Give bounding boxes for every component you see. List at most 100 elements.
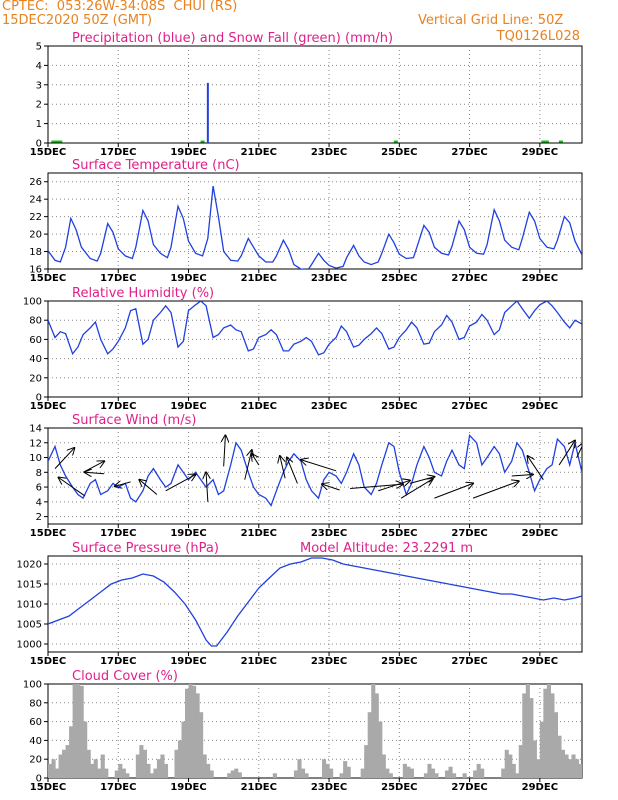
cloud-bar <box>525 684 530 778</box>
cloud-bar <box>532 740 537 778</box>
wind-ytick-label: 14 <box>29 424 42 435</box>
cloud-bar <box>76 684 81 778</box>
wind-vector <box>59 477 86 497</box>
temperature-plot <box>48 185 582 269</box>
cloud-bar <box>522 693 527 778</box>
temperature-ytick-label: 24 <box>29 195 42 206</box>
cloud-bar <box>473 770 478 778</box>
wind-vector <box>301 460 337 472</box>
cloud-xtick-label: 27DEC <box>451 782 487 793</box>
cloud-bar <box>304 773 309 778</box>
temperature-xtick-label: 19DEC <box>170 273 206 284</box>
cloud-bar <box>543 688 548 778</box>
wind-vector <box>409 477 435 484</box>
precip-ytick-label: 2 <box>36 100 42 111</box>
pressure-ytick-label: 1000 <box>17 640 42 651</box>
pressure-plot <box>48 557 582 647</box>
cloud-ytick-label: 20 <box>29 755 42 766</box>
precip-frame <box>47 45 583 144</box>
wind-vector <box>434 483 473 499</box>
cloud-bar <box>185 688 190 778</box>
humidity-title: Relative Humidity (%) <box>72 286 214 301</box>
wind-vector <box>115 482 131 486</box>
cloud-bar <box>501 768 506 778</box>
cloud-bar <box>58 754 63 778</box>
cloud-bar <box>199 712 204 778</box>
cloud-bar <box>195 693 200 778</box>
cloud-bar <box>360 768 365 778</box>
pressure-line <box>48 557 582 647</box>
cloud-frame <box>47 683 583 779</box>
pressure-xtick-label: 19DEC <box>170 656 206 667</box>
wind-vector <box>528 456 544 480</box>
cloud-bar <box>118 763 123 778</box>
humidity-ytick-label: 100 <box>23 297 42 308</box>
pressure-xtick-label: 21DEC <box>241 656 277 667</box>
cloud-bar <box>378 721 383 778</box>
temperature-xtick-label: 29DEC <box>522 273 558 284</box>
cloud-bar <box>153 768 158 778</box>
humidity-ytick-label: 80 <box>29 316 42 327</box>
cloud-bar <box>202 754 207 778</box>
humidity-xtick-label: 15DEC <box>30 401 66 412</box>
wind-vector <box>322 484 340 491</box>
cloud-bar <box>385 768 390 778</box>
temperature-ytick-label: 22 <box>29 212 42 223</box>
wind-ytick-label: 2 <box>36 512 42 523</box>
wind-xtick-label: 29DEC <box>522 528 558 539</box>
cloud-panel <box>44 683 583 782</box>
cloud-bar <box>90 763 95 778</box>
wind-vector <box>224 435 226 467</box>
cloud-bar <box>160 754 165 778</box>
cloud-bar <box>300 768 306 778</box>
humidity-xtick-label: 27DEC <box>451 401 487 412</box>
cloud-bar <box>574 759 580 778</box>
temperature-ytick-label: 16 <box>29 265 42 276</box>
pressure-panel <box>44 555 583 656</box>
cloud-bar <box>51 759 56 778</box>
precip-title: Precipitation (blue) and Snow Fall (gree… <box>72 31 393 46</box>
cloud-bar <box>480 768 485 778</box>
wind-vector <box>139 480 158 495</box>
cloud-bar <box>135 754 140 778</box>
pressure-ytick-label: 1015 <box>17 580 42 591</box>
cloud-bar <box>97 768 102 778</box>
cloud-bar <box>444 770 450 778</box>
wind-vector <box>287 458 298 484</box>
cloud-bar <box>62 749 67 778</box>
pressure-xtick-label: 15DEC <box>30 656 66 667</box>
cloud-bar <box>125 773 130 778</box>
cloud-bar <box>206 763 211 778</box>
cloud-bar <box>476 763 481 778</box>
cloud-bar <box>156 759 162 778</box>
cloud-bar <box>297 759 302 778</box>
cloud-bar <box>406 766 411 778</box>
cloud-bar <box>149 773 154 778</box>
precip-ytick-label: 5 <box>36 42 42 53</box>
cloud-bar <box>69 726 74 778</box>
cloud-bar <box>209 770 214 778</box>
precip-xtick-label: 19DEC <box>170 147 206 158</box>
cloud-bar <box>230 770 235 778</box>
cloud-bar <box>293 770 299 778</box>
temperature-xtick-label: 25DEC <box>381 273 417 284</box>
humidity-xtick-label: 21DEC <box>241 401 277 412</box>
wind-ytick-label: 10 <box>29 453 42 464</box>
cloud-bar <box>329 768 334 778</box>
cloud-bar <box>539 721 544 778</box>
cloud-bar <box>560 749 566 778</box>
wind-vector <box>472 481 519 499</box>
wind-vector <box>54 448 74 469</box>
cloud-bar <box>508 754 513 778</box>
cloud-bar <box>564 754 569 778</box>
wind-ytick-label: 6 <box>36 483 42 494</box>
cloud-xtick-label: 25DEC <box>381 782 417 793</box>
humidity-xtick-label: 25DEC <box>381 401 417 412</box>
cloud-bar <box>114 770 119 778</box>
cloud-xtick-label: 19DEC <box>170 782 206 793</box>
cloud-bar <box>163 763 169 778</box>
wind-ytick-label: 4 <box>36 497 42 508</box>
wind-vector <box>244 450 252 480</box>
cloud-bar <box>237 772 242 778</box>
pressure-xtick-label: 29DEC <box>522 656 558 667</box>
